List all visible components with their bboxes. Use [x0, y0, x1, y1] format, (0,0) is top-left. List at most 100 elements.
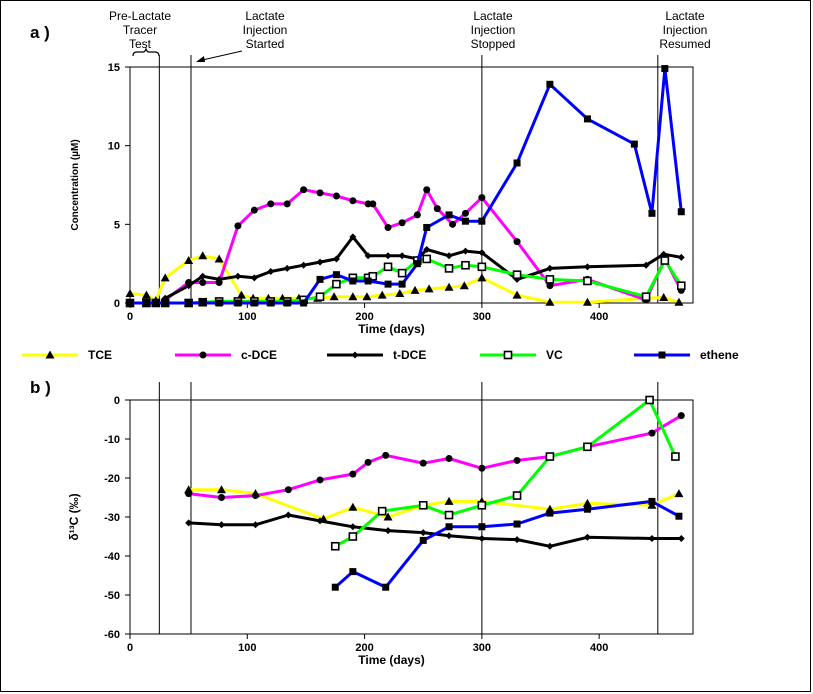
- panel-b-x-tick-label: 100: [238, 642, 256, 654]
- panel-b-data-point: [216, 485, 226, 494]
- panel-b-data-point: [677, 534, 685, 542]
- panel-a-data-point: [152, 299, 160, 307]
- panel-a-label: a ): [30, 23, 50, 42]
- panel-a-data-point: [267, 268, 275, 276]
- panel-a-data-point: [444, 282, 454, 291]
- panel-b-x-axis-label: Time (days): [358, 653, 424, 667]
- panel-a-data-point: [461, 260, 470, 270]
- panel-b-data-point: [349, 470, 357, 478]
- injection-started-arrow-head: [196, 56, 205, 62]
- panel-b-series-line: [334, 499, 680, 589]
- annotation-line: Started: [246, 37, 285, 51]
- panel-b-data-point: [419, 536, 427, 544]
- panel-a-data-point: [630, 140, 638, 148]
- panel-a-data-point: [283, 264, 291, 272]
- panel-a-data-point: [160, 273, 170, 282]
- panel-b-x-tick-label: 400: [590, 642, 608, 654]
- panel-a-series-line: [164, 188, 683, 302]
- panel-a-y-tick-label: 0: [114, 298, 120, 310]
- panel-b-data-point: [364, 458, 372, 466]
- panel-b-y-tick-label: -40: [104, 551, 120, 563]
- panel-b-data-point: [582, 498, 592, 507]
- panel-b-data-point: [545, 452, 555, 461]
- panel-a-x-tick-label: 200: [355, 311, 373, 323]
- panel-b-series-t-dce: [185, 511, 685, 550]
- panel-a-y-tick-label: 10: [108, 141, 120, 153]
- panel-b-x-tick-label: 0: [127, 642, 133, 654]
- panel-b-data-point: [445, 523, 453, 531]
- panel-a-data-point: [199, 279, 207, 287]
- panel-b-series-line: [188, 414, 683, 499]
- panel-b-data-point: [583, 505, 591, 513]
- panel-b-data-point: [512, 491, 522, 500]
- panel-a-data-point: [141, 290, 151, 299]
- panel-b-data-point: [382, 451, 390, 459]
- panel-a-data-point: [660, 256, 670, 265]
- annotation-line: Injection: [663, 23, 708, 37]
- panel-a-y-axis-label: Concentration (µM): [70, 139, 81, 230]
- panel-b-data-point: [478, 534, 486, 542]
- panel-a-data-point: [423, 186, 431, 194]
- panel-b-data-point: [648, 534, 656, 542]
- panel-b-data-point: [583, 442, 592, 452]
- panel-b-data-point: [648, 429, 656, 437]
- panel-a-data-point: [300, 186, 308, 194]
- panel-a-data-point: [398, 219, 406, 227]
- panel-a-data-point: [199, 272, 207, 280]
- legend-marker-c-dce: [199, 351, 207, 359]
- panel-a-data-point: [397, 268, 407, 278]
- panel-b-x-tick-label: 200: [355, 642, 373, 654]
- annotation-line: Lactate: [665, 9, 705, 23]
- panel-a-data-point: [661, 65, 669, 73]
- panel-b-data-point: [252, 492, 260, 500]
- panel-a-x-tick-label: 0: [127, 311, 133, 323]
- panel-b-data-point: [252, 521, 260, 529]
- panel-a-data-point: [142, 299, 150, 307]
- panel-a-data-point: [283, 299, 291, 307]
- panel-a-data-point: [234, 272, 242, 280]
- panel-a-data-point: [398, 252, 406, 260]
- panel-b-data-point: [648, 497, 656, 505]
- panel-a-data-point: [546, 282, 554, 290]
- panel-b-data-point: [349, 568, 357, 576]
- panel-b-data-point: [382, 583, 390, 591]
- panel-a-data-point: [478, 249, 486, 257]
- panel-b-label: b ): [30, 378, 51, 397]
- panel-a-data-point: [215, 299, 223, 307]
- panel-b-data-point: [419, 529, 427, 537]
- panel-a-data-point: [185, 299, 193, 307]
- panel-b-y-tick-label: -30: [104, 512, 120, 524]
- panel-b-data-point: [477, 500, 487, 510]
- panel-a-data-point: [546, 264, 554, 272]
- panel-a-data-point: [250, 274, 258, 282]
- panel-a-data-point: [250, 299, 258, 307]
- panel-a-data-point: [545, 275, 555, 284]
- panel-a-data-point: [423, 223, 431, 231]
- panel-a-data-point: [316, 275, 324, 283]
- panel-a-data-point: [641, 292, 651, 302]
- panel-b-data-point: [316, 476, 324, 484]
- panel-a-series-t-dce: [161, 233, 685, 302]
- panel-b-data-point: [348, 532, 358, 541]
- legend-label-ethene: ethene: [700, 348, 739, 362]
- panel-a-data-point: [413, 211, 421, 219]
- panel-a-data-point: [445, 211, 453, 219]
- panel-b-data-point: [383, 512, 393, 521]
- panel-a-data-point: [349, 233, 357, 241]
- panel-a-data-point: [461, 247, 469, 255]
- panel-a-data-point: [398, 280, 406, 288]
- panel-b-data-point: [284, 486, 292, 494]
- panel-b-data-point: [445, 532, 453, 540]
- panel-a-data-point: [349, 277, 357, 285]
- panel-a-x-tick-label: 100: [238, 311, 256, 323]
- panel-a-data-point: [445, 252, 453, 260]
- panel-a-data-point: [424, 284, 434, 293]
- panel-a-data-point: [413, 260, 421, 268]
- panel-a-data-point: [583, 263, 591, 271]
- panel-a-data-point: [267, 200, 275, 208]
- panel-a-data-point: [674, 297, 684, 306]
- panel-a-data-point: [546, 80, 554, 88]
- panel-a-data-point: [677, 208, 685, 216]
- panel-a-x-axis-label: Time (days): [358, 322, 424, 336]
